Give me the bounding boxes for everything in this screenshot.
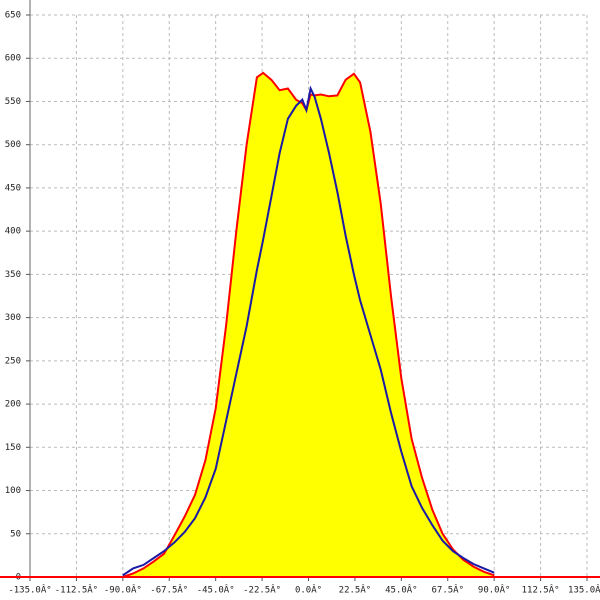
y-tick-label: 600	[5, 54, 21, 64]
x-tick-label: -45.0Â°	[197, 584, 235, 596]
y-tick-label: 500	[5, 140, 21, 150]
y-tick-label: 450	[5, 183, 21, 193]
y-tick-label: 300	[5, 313, 21, 323]
x-tick-label: -135.0Â°	[8, 584, 51, 596]
x-tick-label: -22.5Â°	[243, 584, 281, 596]
series-line	[122, 85, 495, 577]
x-tick-label: 0.0Â°	[295, 584, 322, 596]
y-tick-label: 150	[5, 443, 21, 453]
x-tick-label: 90.0Â°	[478, 584, 511, 596]
x-tick-label: 135.0Â°	[568, 584, 600, 596]
x-tick-label: -112.5Â°	[55, 584, 98, 596]
x-tick-label: 67.5Â°	[431, 584, 464, 596]
x-tick-label: 45.0Â°	[385, 584, 418, 596]
y-tick-label: 50	[10, 529, 21, 539]
x-tick-label: 22.5Â°	[339, 584, 372, 596]
y-tick-label: 650	[5, 11, 21, 21]
x-tick-label: -67.5Â°	[150, 584, 188, 596]
y-tick-label: 100	[5, 486, 21, 496]
y-tick-label: 350	[5, 270, 21, 280]
x-tick-label: -90.0Â°	[104, 584, 142, 596]
y-tick-label: 200	[5, 400, 21, 410]
x-tick-label: 112.5Â°	[522, 584, 560, 596]
y-tick-label: 250	[5, 356, 21, 366]
y-tick-label: 400	[5, 227, 21, 237]
y-tick-label: 550	[5, 97, 21, 107]
area-fill	[122, 72, 495, 578]
